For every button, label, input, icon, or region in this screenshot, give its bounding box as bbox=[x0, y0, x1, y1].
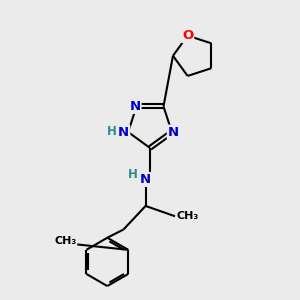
Text: H: H bbox=[107, 125, 117, 138]
Text: CH₃: CH₃ bbox=[54, 236, 76, 246]
Text: N: N bbox=[140, 173, 151, 186]
Text: N: N bbox=[118, 126, 129, 139]
Text: N: N bbox=[130, 100, 141, 113]
Text: H: H bbox=[128, 168, 138, 181]
Text: N: N bbox=[168, 126, 179, 139]
Text: O: O bbox=[182, 29, 193, 42]
Text: CH₃: CH₃ bbox=[176, 211, 199, 221]
